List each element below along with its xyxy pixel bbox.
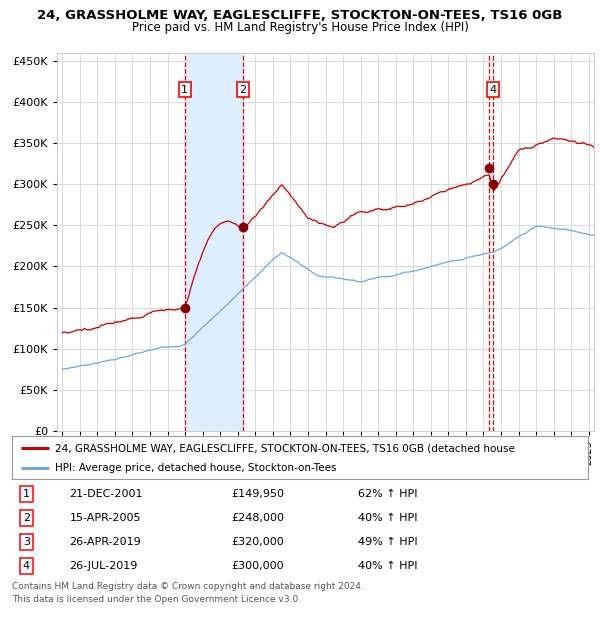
Text: 21-DEC-2001: 21-DEC-2001	[70, 489, 143, 498]
Text: 2: 2	[239, 85, 247, 95]
Text: 1: 1	[181, 85, 188, 95]
Text: Contains HM Land Registry data © Crown copyright and database right 2024.: Contains HM Land Registry data © Crown c…	[12, 582, 364, 591]
Text: 24, GRASSHOLME WAY, EAGLESCLIFFE, STOCKTON-ON-TEES, TS16 0GB (detached house: 24, GRASSHOLME WAY, EAGLESCLIFFE, STOCKT…	[55, 443, 515, 453]
Text: 40% ↑ HPI: 40% ↑ HPI	[358, 561, 417, 571]
Text: 49% ↑ HPI: 49% ↑ HPI	[358, 537, 417, 547]
Text: Price paid vs. HM Land Registry's House Price Index (HPI): Price paid vs. HM Land Registry's House …	[131, 21, 469, 34]
Text: £149,950: £149,950	[231, 489, 284, 498]
Bar	[185, 53, 243, 431]
Text: 4: 4	[23, 561, 30, 571]
Text: HPI: Average price, detached house, Stockton-on-Tees: HPI: Average price, detached house, Stoc…	[55, 463, 337, 473]
Text: 62% ↑ HPI: 62% ↑ HPI	[358, 489, 417, 498]
Text: This data is licensed under the Open Government Licence v3.0.: This data is licensed under the Open Gov…	[12, 595, 301, 604]
Text: 24, GRASSHOLME WAY, EAGLESCLIFFE, STOCKTON-ON-TEES, TS16 0GB: 24, GRASSHOLME WAY, EAGLESCLIFFE, STOCKT…	[37, 9, 563, 22]
Text: 26-APR-2019: 26-APR-2019	[70, 537, 142, 547]
Text: 15-APR-2005: 15-APR-2005	[70, 513, 141, 523]
Text: 4: 4	[490, 85, 497, 95]
Text: 3: 3	[23, 537, 30, 547]
Text: £248,000: £248,000	[231, 513, 284, 523]
Text: 40% ↑ HPI: 40% ↑ HPI	[358, 513, 417, 523]
Text: 1: 1	[23, 489, 30, 498]
Text: £300,000: £300,000	[231, 561, 284, 571]
Text: 26-JUL-2019: 26-JUL-2019	[70, 561, 138, 571]
Text: £320,000: £320,000	[231, 537, 284, 547]
Text: 2: 2	[23, 513, 30, 523]
